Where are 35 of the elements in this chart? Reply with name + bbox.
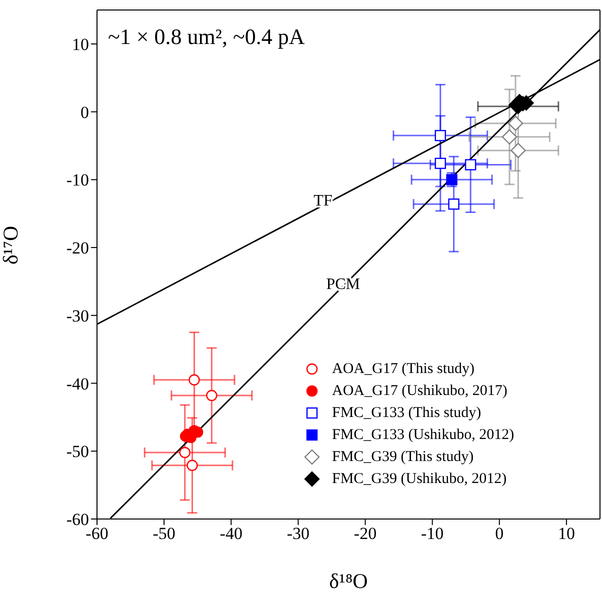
annotation: TF xyxy=(314,192,332,210)
y-tick-label: -10 xyxy=(66,170,89,190)
point xyxy=(510,142,526,158)
legend-label: FMC_G133 (This study) xyxy=(332,404,482,423)
x-tick-label: 0 xyxy=(495,524,504,544)
legend-label: FMC_G133 (Ushikubo, 2012) xyxy=(332,426,514,445)
legend-label: AOA_G17 (Ushikubo, 2017) xyxy=(332,382,508,401)
x-tick-label: -20 xyxy=(354,524,377,544)
y-tick-label: -30 xyxy=(66,306,89,326)
point xyxy=(186,460,198,471)
point xyxy=(188,374,200,386)
point xyxy=(179,446,190,458)
y-tick-label: 10 xyxy=(72,34,89,54)
point xyxy=(434,158,446,169)
y-tick-label: -40 xyxy=(66,374,89,394)
y-axis-title: δ¹⁷O xyxy=(0,226,22,264)
x-tick-label: -30 xyxy=(286,524,310,544)
legend-label: FMC_G39 (This study) xyxy=(332,448,474,467)
x-tick-label: -40 xyxy=(220,524,242,544)
annotation: ~1 × 0.8 um², ~0.4 pA xyxy=(108,24,305,50)
point xyxy=(206,390,218,402)
legend-label: AOA_G17 (This study) xyxy=(332,360,474,379)
point xyxy=(502,129,518,145)
point xyxy=(508,116,524,131)
x-tick-label: 10 xyxy=(558,524,575,544)
y-tick-label: 0 xyxy=(80,102,89,122)
point xyxy=(434,130,446,142)
x-axis-title: δ¹⁸O xyxy=(329,569,368,592)
legend-label: FMC_G39 (Ushikubo, 2012) xyxy=(332,470,507,489)
y-tick-label: -50 xyxy=(66,442,89,462)
x-tick-label: -50 xyxy=(152,524,176,544)
x-tick-label: -10 xyxy=(420,524,444,544)
y-tick-label: -20 xyxy=(66,238,89,258)
point xyxy=(464,159,476,170)
point xyxy=(448,198,460,210)
